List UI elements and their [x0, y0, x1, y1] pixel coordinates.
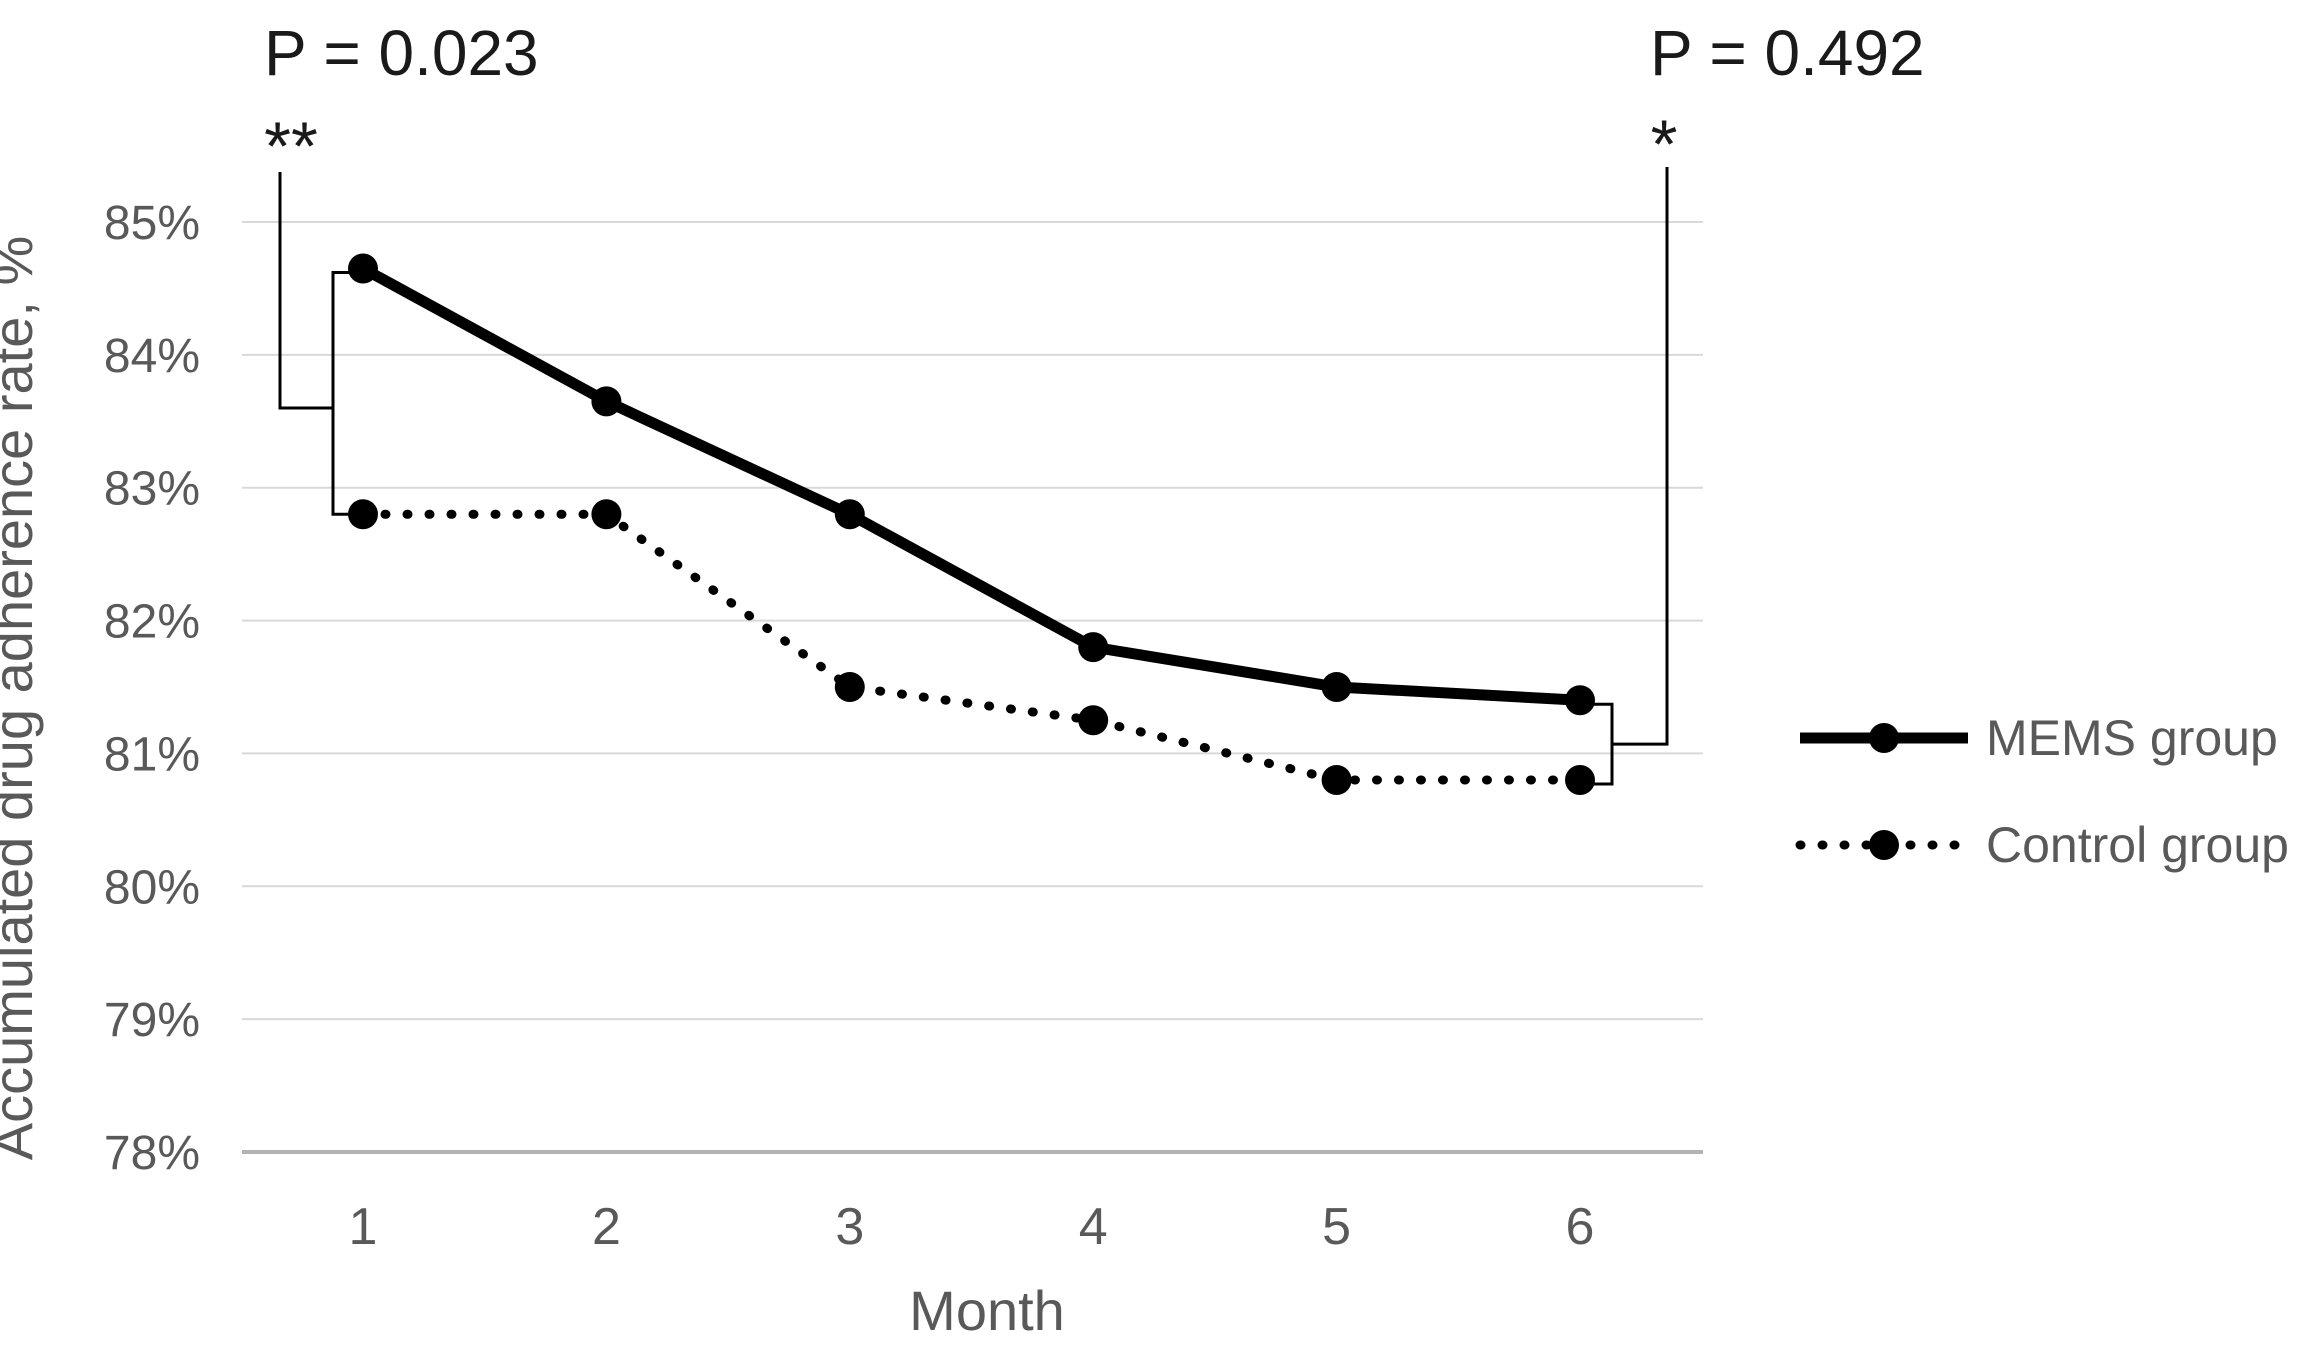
legend-marker-mems	[1869, 723, 1899, 753]
data-point-control-month-5	[1321, 764, 1352, 795]
significance-stars-left: **	[264, 108, 318, 185]
y-tick-label: 82%	[104, 596, 200, 649]
y-tick-label: 84%	[104, 330, 200, 383]
y-tick-label: 81%	[104, 728, 200, 781]
data-point-control-month-1	[348, 499, 378, 530]
data-point-mems-month-2	[591, 386, 622, 417]
y-tick-label: 80%	[104, 861, 200, 914]
x-tick-label: 5	[1322, 1198, 1351, 1256]
x-tick-label: 3	[835, 1198, 864, 1256]
legend-marker-control	[1869, 830, 1899, 860]
series-line-control	[358, 509, 1585, 785]
data-point-mems-month-5	[1321, 671, 1352, 702]
data-point-mems-month-6	[1565, 685, 1595, 716]
data-point-control-month-4	[1078, 705, 1109, 736]
data-point-mems-month-1	[348, 253, 378, 284]
data-point-mems-month-3	[834, 499, 865, 530]
data-point-mems-month-4	[1078, 632, 1109, 663]
x-tick-label: 6	[1566, 1198, 1595, 1256]
series-line-mems	[360, 263, 1581, 706]
x-tick-label: 2	[592, 1198, 621, 1256]
significance-bracket-month-1	[278, 172, 350, 516]
y-tick-label: 83%	[104, 463, 200, 516]
y-tick-label: 78%	[104, 1127, 200, 1180]
y-tick-label: 85%	[104, 197, 200, 250]
data-point-control-month-2	[591, 499, 622, 530]
data-point-control-month-6	[1565, 764, 1595, 795]
y-axis-title: Accumulated drug adherence rate, %	[0, 236, 44, 1161]
y-tick-label: 79%	[104, 994, 200, 1047]
x-tick-label: 1	[349, 1198, 378, 1256]
legend-label-control: Control group	[1986, 817, 2289, 873]
x-axis-title: Month	[909, 1279, 1065, 1342]
significance-star-right: *	[1651, 106, 1678, 183]
p-value-annotation-left: P = 0.023	[264, 17, 539, 89]
data-point-control-month-3	[834, 671, 865, 702]
x-tick-label: 4	[1079, 1198, 1108, 1256]
significance-bracket-month-6	[1589, 167, 1669, 786]
legend-label-mems: MEMS group	[1986, 710, 2278, 766]
p-value-annotation-right: P = 0.492	[1650, 17, 1925, 89]
